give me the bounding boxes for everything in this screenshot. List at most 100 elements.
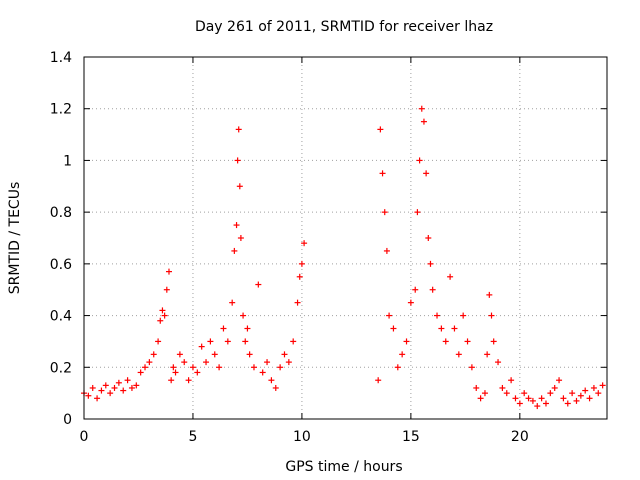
data-point (488, 312, 495, 319)
data-point (403, 338, 410, 345)
data-point (281, 351, 288, 358)
data-point (172, 369, 179, 376)
y-tick-label: 0.6 (50, 257, 72, 273)
y-tick-label: 1.4 (50, 50, 72, 66)
data-point (599, 382, 606, 389)
data-point (512, 395, 519, 402)
data-point (298, 260, 305, 267)
data-point (503, 390, 510, 397)
data-point (250, 364, 257, 371)
data-point (484, 351, 491, 358)
data-point (486, 291, 493, 298)
data-point (377, 126, 384, 133)
data-point (216, 364, 223, 371)
data-point (529, 397, 536, 404)
data-point (468, 364, 475, 371)
data-point (137, 369, 144, 376)
data-point (264, 359, 271, 366)
data-point (438, 325, 445, 332)
data-point (94, 395, 101, 402)
x-tick-label: 0 (80, 429, 89, 445)
data-point (590, 384, 597, 391)
data-point (399, 351, 406, 358)
ticks: 0 0.2 0.4 0.6 0.8 1 1.2 1.4 0 5 10 15 20 (50, 50, 607, 445)
data-point (455, 351, 462, 358)
data-point (560, 395, 567, 402)
data-point (290, 338, 297, 345)
data-point (203, 359, 210, 366)
data-point (379, 170, 386, 177)
y-tick-label: 0.8 (50, 205, 72, 221)
data-point (163, 286, 170, 293)
data-point (235, 126, 242, 133)
data-point (277, 364, 284, 371)
data-point (390, 325, 397, 332)
data-points (81, 105, 606, 410)
data-point (595, 390, 602, 397)
data-point (170, 364, 177, 371)
data-point (181, 359, 188, 366)
data-point (477, 395, 484, 402)
data-point (451, 325, 458, 332)
data-point (161, 312, 168, 319)
data-point (268, 377, 275, 384)
data-point (111, 384, 118, 391)
data-point (434, 312, 441, 319)
data-point (102, 382, 109, 389)
data-point (582, 387, 589, 394)
data-point (159, 307, 166, 314)
data-point (516, 400, 523, 407)
y-tick-label: 1 (63, 153, 72, 169)
data-point (423, 170, 430, 177)
data-point (237, 235, 244, 241)
data-point (416, 157, 423, 164)
data-point (198, 343, 205, 350)
data-point (534, 403, 541, 410)
data-point (573, 397, 580, 404)
data-point (259, 369, 266, 376)
data-point (120, 387, 127, 394)
data-point (425, 235, 432, 241)
data-point (414, 209, 421, 216)
data-point (255, 281, 262, 288)
data-point (464, 338, 471, 345)
x-tick-label: 20 (511, 429, 529, 445)
data-point (394, 364, 401, 371)
data-point (442, 338, 449, 345)
data-point (231, 247, 238, 254)
data-point (242, 338, 249, 345)
data-point (508, 377, 515, 384)
data-point (89, 384, 96, 391)
data-point (85, 392, 92, 399)
data-point (168, 377, 175, 384)
data-point (236, 183, 243, 190)
data-point (538, 395, 545, 402)
data-point (234, 157, 241, 164)
data-point (146, 359, 153, 366)
data-point (383, 247, 390, 254)
y-tick-label: 0.4 (50, 309, 72, 325)
data-point (427, 260, 434, 267)
data-point (294, 299, 301, 306)
data-point (176, 351, 183, 358)
data-point (569, 390, 576, 397)
data-point (495, 359, 502, 366)
data-point (165, 268, 172, 275)
data-point (577, 392, 584, 399)
x-tick-label: 10 (293, 429, 311, 445)
x-tick-label: 15 (402, 429, 420, 445)
data-point (133, 382, 140, 389)
data-point (499, 384, 506, 391)
data-point (124, 377, 131, 384)
data-point (490, 338, 497, 345)
data-point (420, 118, 427, 125)
data-point (412, 286, 419, 293)
data-point (564, 400, 571, 407)
y-tick-label: 0.2 (50, 360, 72, 376)
data-point (229, 299, 236, 306)
data-point (418, 105, 425, 112)
data-point (98, 387, 105, 394)
data-point (429, 286, 436, 293)
data-point (244, 325, 251, 332)
